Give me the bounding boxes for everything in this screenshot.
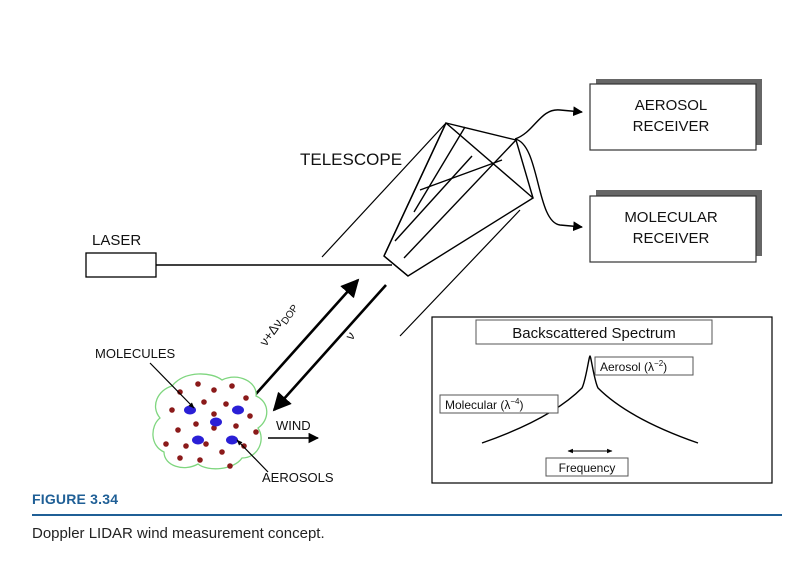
molecule-particle [211,411,217,417]
aerosol-receiver-connector [514,106,583,140]
laser [85,252,157,278]
molecules-pointer [149,362,195,409]
molecule-particle [247,413,253,419]
molecular-peak-label: Molecular (λ−4) [445,397,523,412]
molecule-particle [175,427,181,433]
doppler-beam-label: ν+ΔνDOP [256,298,301,351]
aerosols-label: AEROSOLS [262,470,334,485]
aerosol-particle [210,417,222,427]
molecule-particle [193,421,199,427]
laser-label: LASER [92,232,141,249]
molecule-particle [177,389,183,395]
wind-label: WIND [276,418,311,433]
molecule-particle [229,383,235,389]
aerosol-particle [192,435,204,445]
field-of-view-lines [321,122,521,337]
figure-rule [32,514,782,516]
aerosol-particle [232,405,244,415]
particles [163,381,259,469]
molecule-particle [243,395,249,401]
molecule-particle [223,401,229,407]
molecule-particle [177,455,183,461]
aerosol-particle [226,435,238,445]
molecule-particle [219,449,225,455]
molecule-particle [233,423,239,429]
spectrum-inset: Backscattered Spectrum Aerosol (λ−2) Mol… [431,316,773,484]
molecule-particle [227,463,233,469]
molecular-receiver-label-1: MOLECULAR [624,209,718,226]
molecule-particle [169,407,175,413]
aerosols-pointer [236,439,269,473]
molecules-label: MOLECULES [95,346,176,361]
molecule-particle [201,399,207,405]
outgoing-arrow [272,284,387,412]
aerosol-receiver-box: AEROSOL RECEIVER [589,79,762,151]
figure-caption: Doppler LIDAR wind measurement concept. [32,525,325,542]
molecule-particle [211,425,217,431]
molecule-particle [241,443,247,449]
aerosol-receiver-label-1: AEROSOL [635,97,708,114]
aerosol-particle [184,405,196,415]
molecule-particle [203,441,209,447]
figure-label: FIGURE 3.34 [32,491,119,507]
molecule-particle [197,457,203,463]
scattering-cloud [152,373,268,470]
molecule-particle [253,429,259,435]
telescope-label: TELESCOPE [300,150,402,169]
molecule-particle [211,387,217,393]
telescope [383,121,535,277]
molecule-particle [195,381,201,387]
molecule-particle [183,443,189,449]
aerosol-peak-label: Aerosol (λ−2) [600,359,667,374]
molecular-receiver-connector [514,138,583,232]
backscatter-arrow [254,278,360,396]
outgoing-beam-label: ν [342,329,358,343]
molecular-receiver-box: MOLECULAR RECEIVER [589,190,762,263]
molecule-particle [163,441,169,447]
frequency-label: Frequency [559,461,616,475]
molecular-receiver-label-2: RECEIVER [633,230,710,247]
spectrum-title: Backscattered Spectrum [512,325,675,342]
aerosol-receiver-label-2: RECEIVER [633,118,710,135]
